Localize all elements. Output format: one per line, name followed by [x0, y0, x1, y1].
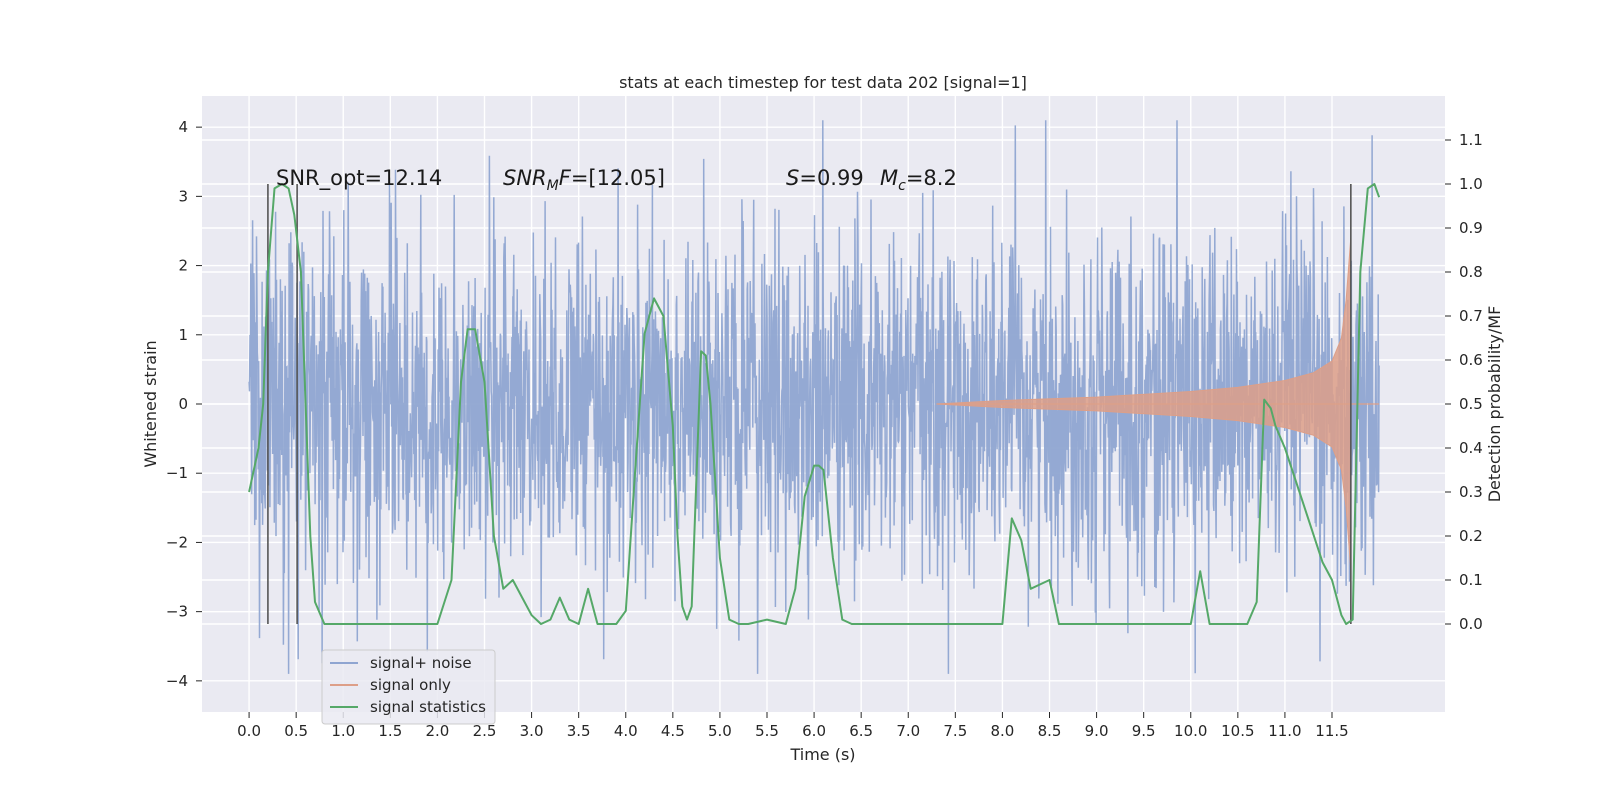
- x-tick-label-19: 9.5: [1132, 722, 1156, 740]
- vertical-markers: [267, 184, 1352, 624]
- y-tick-label-7: −3: [166, 603, 188, 621]
- x-tick-label-17: 8.5: [1038, 722, 1062, 740]
- y2-tick-label-6: 0.5: [1459, 395, 1483, 413]
- x-tick-label-20: 10.0: [1174, 722, 1207, 740]
- x-tick-label-13: 6.5: [849, 722, 873, 740]
- x-tick-label-6: 3.0: [520, 722, 544, 740]
- s-symbol: S: [786, 166, 799, 190]
- x-tick-label-0: 0.0: [237, 722, 261, 740]
- statistics-line: [248, 183, 1381, 625]
- annotation-snr-opt: SNR_opt=12.14: [276, 166, 442, 191]
- snr-mf-symbol-f: F: [559, 166, 572, 190]
- y-tick-label-0: 4: [178, 118, 188, 136]
- chart-title: stats at each timestep for test data 202…: [619, 73, 1027, 92]
- y-tick-label-1: 3: [178, 187, 188, 205]
- signal-statistics-series: [248, 183, 1381, 625]
- y-tick-label-4: 0: [178, 395, 188, 413]
- y2-tick-label-7: 0.4: [1459, 439, 1483, 457]
- x-tick-label-16: 8.0: [990, 722, 1014, 740]
- x-tick-label-1: 0.5: [284, 722, 308, 740]
- x-tick-label-12: 6.0: [802, 722, 826, 740]
- mc-symbol: M: [880, 166, 898, 190]
- x-tick-label-7: 3.5: [567, 722, 591, 740]
- snr-mf-value: =[12.05]: [571, 166, 665, 190]
- legend-label-noise: signal+ noise: [370, 654, 472, 672]
- x-tick-label-14: 7.0: [896, 722, 920, 740]
- x-tick-label-10: 5.0: [708, 722, 732, 740]
- signal-noise-series: [248, 120, 1380, 674]
- mc-subscript: c: [898, 178, 906, 194]
- y-tick-label-8: −4: [166, 672, 188, 690]
- x-tick-label-11: 5.5: [755, 722, 779, 740]
- x-tick-label-21: 10.5: [1221, 722, 1254, 740]
- x-tick-label-5: 2.5: [473, 722, 497, 740]
- annotation-mc: Mc=8.2: [880, 166, 957, 194]
- legend: signal+ noise signal only signal statist…: [321, 649, 496, 725]
- x-axis-label: Time (s): [789, 745, 855, 764]
- annotation-s: S=0.99: [786, 166, 864, 190]
- y2-axis-ticks: 1.1 1.0 0.9 0.8 0.7 0.6 0.5 0.4 0.3 0.2 0.1 0.0: [1445, 131, 1483, 633]
- y2-tick-label-0: 1.1: [1459, 131, 1483, 149]
- legend-box: [321, 649, 496, 725]
- y-tick-label-2: 2: [178, 257, 188, 275]
- x-tick-label-8: 4.0: [614, 722, 638, 740]
- y2-tick-label-2: 0.9: [1459, 219, 1483, 237]
- y-tick-label-5: −1: [166, 464, 188, 482]
- legend-label-statistics: signal statistics: [370, 698, 486, 716]
- legend-label-signal: signal only: [370, 676, 451, 694]
- y2-tick-label-8: 0.3: [1459, 483, 1483, 501]
- y2-tick-label-3: 0.8: [1459, 263, 1483, 281]
- x-tick-label-23: 11.5: [1315, 722, 1348, 740]
- y2-axis-label: Detection probability/MF: [1485, 306, 1504, 503]
- s-value: =0.99: [799, 166, 863, 190]
- snr-mf-subscript: M: [547, 178, 559, 194]
- y2-tick-label-9: 0.2: [1459, 527, 1483, 545]
- y-tick-label-3: 1: [178, 326, 188, 344]
- x-tick-label-18: 9.0: [1085, 722, 1109, 740]
- y2-tick-label-11: 0.0: [1459, 615, 1483, 633]
- y2-tick-label-10: 0.1: [1459, 571, 1483, 589]
- snr-mf-symbol: SNR: [503, 166, 547, 190]
- y-tick-label-6: −2: [166, 533, 188, 551]
- x-tick-label-2: 1.0: [331, 722, 355, 740]
- x-tick-label-15: 7.5: [943, 722, 967, 740]
- y-axis-ticks: 4 3 2 1 0 −1 −2 −3 −4: [166, 118, 202, 690]
- y-axis-label: Whitened strain: [141, 340, 160, 467]
- y2-tick-label-4: 0.7: [1459, 307, 1483, 325]
- noise-trace: [248, 120, 1380, 674]
- y2-tick-label-1: 1.0: [1459, 175, 1483, 193]
- x-tick-label-9: 4.5: [661, 722, 685, 740]
- x-tick-label-3: 1.5: [378, 722, 402, 740]
- y2-tick-label-5: 0.6: [1459, 351, 1483, 369]
- annotation-snr-mf: SNRMF=[12.05]: [503, 166, 665, 194]
- mc-value: =8.2: [906, 166, 957, 190]
- x-tick-label-22: 11.0: [1268, 722, 1301, 740]
- x-axis-ticks: 0.0 0.5 1.0 1.5 2.0 2.5 3.0 3.5 4.0 4.5 5.0 5.5 6.0 6…: [237, 712, 1349, 740]
- x-tick-label-4: 2.0: [425, 722, 449, 740]
